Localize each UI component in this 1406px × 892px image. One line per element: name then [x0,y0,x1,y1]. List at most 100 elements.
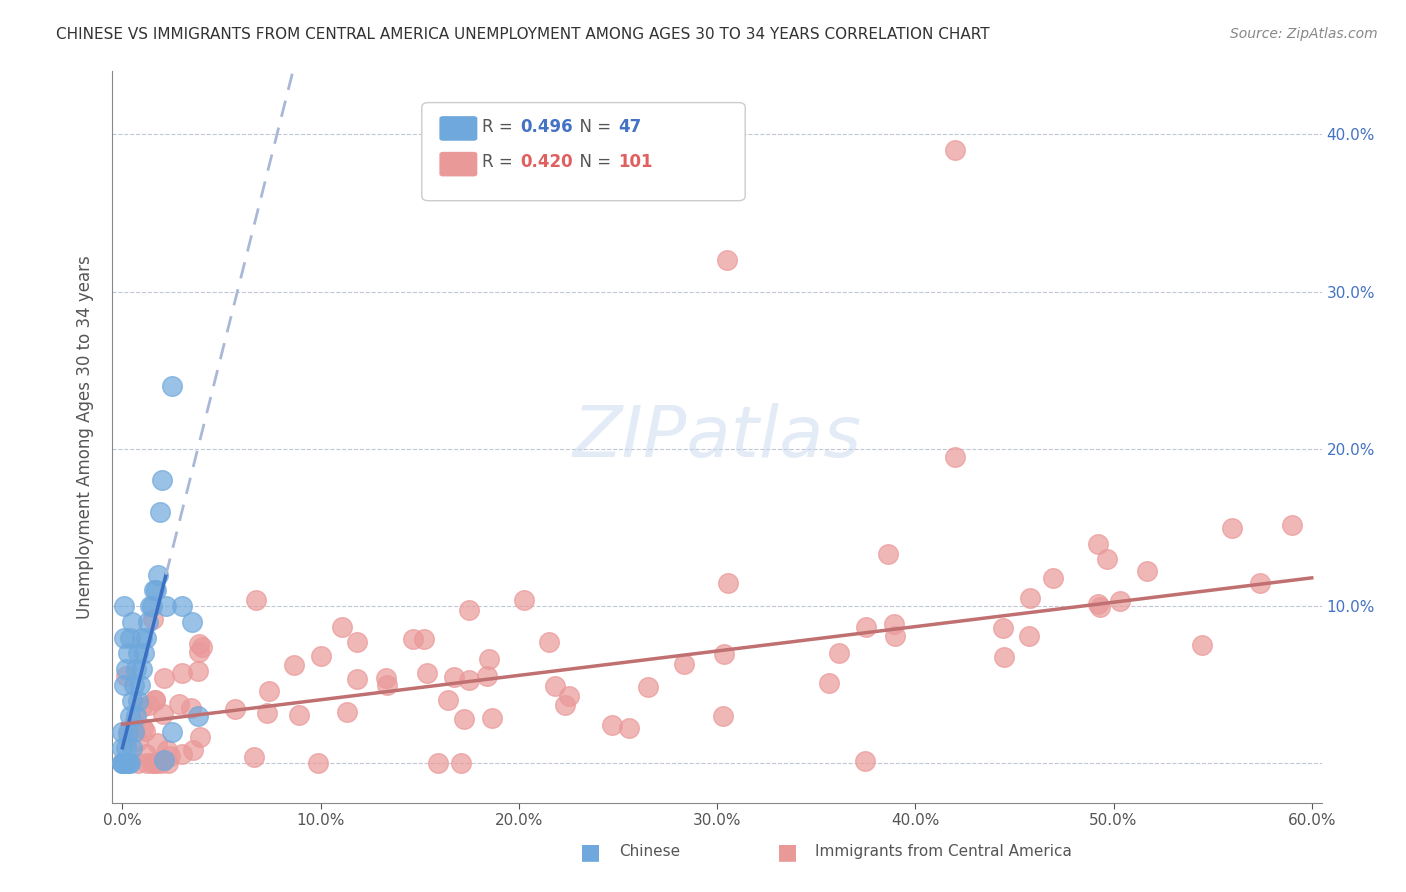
Point [224,701,246,715]
Point [167,698,190,712]
Point [883,629,905,643]
Point [1087,537,1109,551]
Point [155,599,177,614]
Point [115,740,138,755]
Text: Chinese: Chinese [619,845,679,859]
Point [993,650,1015,665]
Point [145,756,167,771]
Point [443,670,465,684]
Point [478,652,501,666]
Point [138,698,160,713]
Point [287,707,309,722]
Point [453,712,475,726]
Point [554,698,576,713]
Point [717,576,740,591]
Point [111,756,134,771]
Text: CHINESE VS IMMIGRANTS FROM CENTRAL AMERICA UNEMPLOYMENT AMONG AGES 30 TO 34 YEAR: CHINESE VS IMMIGRANTS FROM CENTRAL AMERI… [56,27,990,42]
Point [330,620,353,634]
Point [187,664,209,678]
Point [111,740,134,755]
Point [127,693,149,707]
Point [150,756,173,771]
Point [538,635,561,649]
Point [475,669,498,683]
Point [127,646,149,660]
Point [124,678,146,692]
Point [145,755,167,769]
Point [150,473,173,487]
Point [283,657,305,672]
Point [112,756,135,771]
Point [828,647,851,661]
Point [135,631,157,645]
Point [1136,564,1159,578]
Point [557,690,579,704]
Text: ■: ■ [778,842,797,862]
Text: 101: 101 [619,153,654,171]
Point [1095,551,1118,566]
Point [187,637,209,651]
Point [134,646,156,660]
Point [127,733,149,747]
Point [142,612,165,626]
Point [134,723,156,738]
Point [160,379,183,393]
Point [412,632,434,646]
Point [135,747,157,761]
Point [991,621,1014,635]
Point [711,709,734,723]
Point [132,721,155,735]
Point [115,756,138,771]
Point [818,675,841,690]
Point [544,679,567,693]
Point [145,736,167,750]
Point [170,747,193,761]
Point [450,756,472,771]
Point [159,749,181,764]
Point [139,599,162,614]
Point [125,662,148,676]
Point [1090,600,1112,615]
Point [256,706,278,721]
Point [458,603,481,617]
Point [131,700,153,714]
Point [136,756,159,771]
Point [1087,597,1109,611]
Point [111,756,134,771]
Point [1042,571,1064,585]
Point [346,635,368,649]
Point [127,756,149,771]
Point [187,709,209,723]
Point [673,657,696,671]
Point [143,583,166,598]
Point [883,617,905,632]
Point [131,662,153,676]
Point [180,615,202,629]
Point [143,692,166,706]
Point [112,756,135,771]
Point [170,599,193,614]
Point [416,665,439,680]
Text: N =: N = [569,153,617,171]
Point [716,253,738,268]
Point [153,672,176,686]
Text: Immigrants from Central America: Immigrants from Central America [815,845,1073,859]
Point [117,725,139,739]
Point [112,631,135,645]
Point [124,725,146,739]
Point [172,666,194,681]
Point [152,707,174,722]
Point [1281,518,1303,533]
Point [120,709,142,723]
Point [180,701,202,715]
Point [457,673,479,687]
Point [146,567,169,582]
Text: Source: ZipAtlas.com: Source: ZipAtlas.com [1230,27,1378,41]
Point [375,678,398,692]
Text: ■: ■ [581,842,600,862]
Point [112,678,135,692]
Point [336,705,359,719]
Point [129,678,152,692]
Point [121,693,143,707]
Point [375,671,398,685]
